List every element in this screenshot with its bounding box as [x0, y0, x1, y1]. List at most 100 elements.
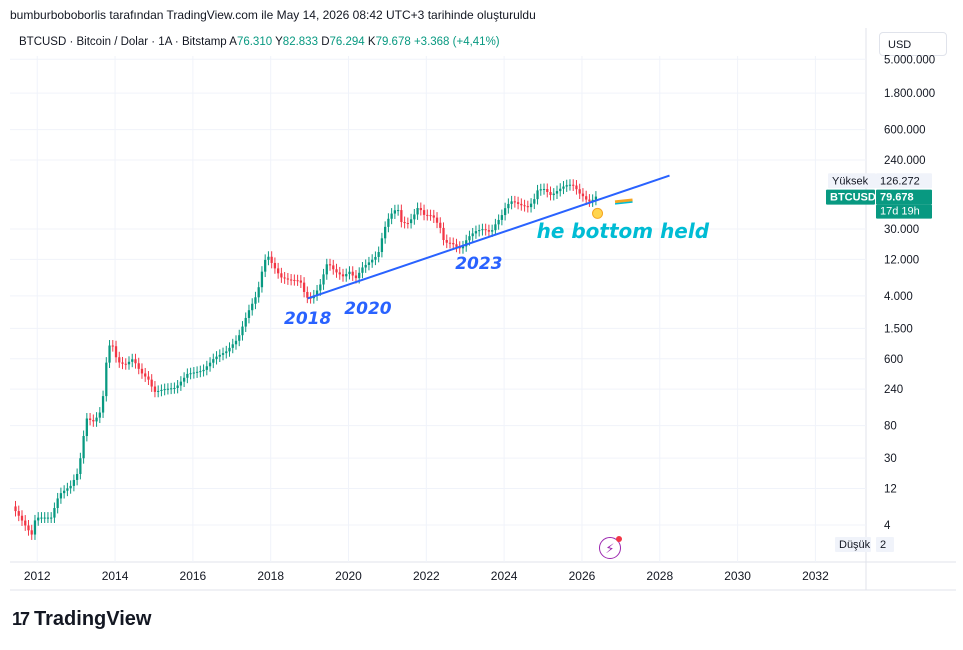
candle-body: [234, 340, 238, 345]
candle-body: [92, 419, 95, 422]
candle-body: [225, 351, 228, 354]
x-tick-label: 2018: [257, 569, 284, 583]
candle-body: [289, 279, 293, 281]
symbol-legend: BTCUSD · Bitcoin / Dolar · 1A · Bitstamp…: [19, 36, 500, 48]
candle-body: [452, 243, 455, 245]
low-label: D: [321, 36, 330, 48]
brand-name: TradingView: [34, 608, 152, 630]
candle-body: [322, 274, 325, 285]
y-tick-label: 4: [884, 520, 891, 532]
trendline[interactable]: [307, 174, 670, 300]
candle-body: [484, 229, 487, 231]
x-tick-label: 2028: [646, 569, 673, 583]
candle-body: [79, 458, 82, 474]
low-label-tag-text: Düşük: [839, 539, 871, 551]
candle-body: [474, 231, 478, 234]
candle-body: [341, 274, 345, 277]
candle-body: [552, 193, 555, 196]
candle-body: [409, 219, 413, 224]
candle-body: [581, 193, 585, 197]
candle-body: [468, 236, 471, 241]
candle-body: [153, 386, 157, 392]
candle-body: [228, 347, 231, 352]
candle-body: [199, 371, 202, 373]
candle-body: [575, 185, 578, 190]
close-value: 79.678: [375, 36, 411, 48]
candle-body: [30, 530, 33, 535]
candle-body: [163, 389, 166, 391]
candle-body: [520, 203, 523, 206]
candle-body: [429, 215, 432, 217]
notification-dot: [616, 536, 622, 542]
candle-body: [396, 210, 400, 212]
candle-body: [59, 493, 63, 499]
countdown-tag-text: 17d 19h: [880, 206, 920, 218]
candle-body: [348, 271, 351, 275]
y-tick-label: 12.000: [884, 254, 919, 266]
candle-body: [539, 189, 542, 191]
candle-body: [283, 277, 286, 279]
candle-body: [63, 490, 66, 494]
candle-body: [147, 376, 150, 380]
candle-body: [121, 362, 124, 364]
candle-body: [50, 517, 53, 519]
low-value-tag: 2: [876, 537, 894, 552]
change-value: +3.368 (+4,41%): [413, 36, 500, 48]
open-value: 76.310: [236, 36, 273, 48]
candle-body: [380, 238, 384, 253]
candle-body: [516, 202, 520, 204]
candle-body: [195, 371, 199, 373]
last-price-tag: 79.678: [876, 189, 932, 205]
candle-body: [277, 268, 280, 274]
plot-area: [10, 56, 866, 562]
candle-body: [85, 418, 88, 437]
candle-body: [182, 377, 186, 382]
lightning-icon[interactable]: ⚡: [599, 536, 622, 559]
candle-body: [98, 412, 101, 418]
candle-body: [315, 290, 319, 296]
candle-body: [202, 369, 205, 372]
candle-body: [17, 511, 20, 516]
candle-body: [296, 280, 299, 282]
candle-body: [367, 262, 371, 265]
candle-body: [455, 244, 458, 247]
candle-body: [403, 222, 406, 224]
low-value: 76.294: [329, 36, 365, 48]
currency-button[interactable]: USD: [879, 32, 947, 56]
candle-body: [413, 214, 416, 220]
candle-body: [208, 362, 212, 367]
candle-body: [166, 388, 170, 390]
symbol-name: BTCUSD · Bitcoin / Dolar · 1A · Bitstamp: [19, 36, 227, 48]
candle-body: [186, 373, 189, 378]
candle-body: [497, 219, 500, 225]
candle-body: [280, 273, 283, 278]
candle-body: [267, 256, 270, 260]
candle-body: [257, 287, 260, 298]
candle-body: [302, 282, 306, 292]
candle-body: [254, 297, 257, 304]
y-tick-label: 12: [884, 484, 897, 496]
candle-body: [14, 506, 17, 512]
candle-body: [442, 227, 445, 241]
candle-body: [212, 359, 215, 363]
x-tick-label: 2022: [413, 569, 440, 583]
candle-body: [286, 278, 290, 280]
candle-body: [140, 368, 144, 374]
candle-body: [546, 188, 549, 193]
candle-body: [124, 363, 127, 365]
candle-body: [20, 515, 24, 521]
y-tick-label: 4.000: [884, 291, 913, 303]
x-tick-label: 2012: [24, 569, 51, 583]
candle-body: [37, 517, 40, 521]
pointing-hand-icon: [592, 207, 604, 219]
countdown-tag-bg: [876, 204, 932, 219]
candle-body: [251, 303, 254, 311]
candle-body: [27, 525, 30, 531]
candle-body: [157, 390, 160, 392]
candle-body: [439, 222, 442, 228]
candle-body: [173, 387, 176, 389]
candle-body: [40, 517, 43, 519]
projection-arrow-shadow: [614, 201, 633, 205]
callout-text: he bottom held: [537, 219, 710, 243]
